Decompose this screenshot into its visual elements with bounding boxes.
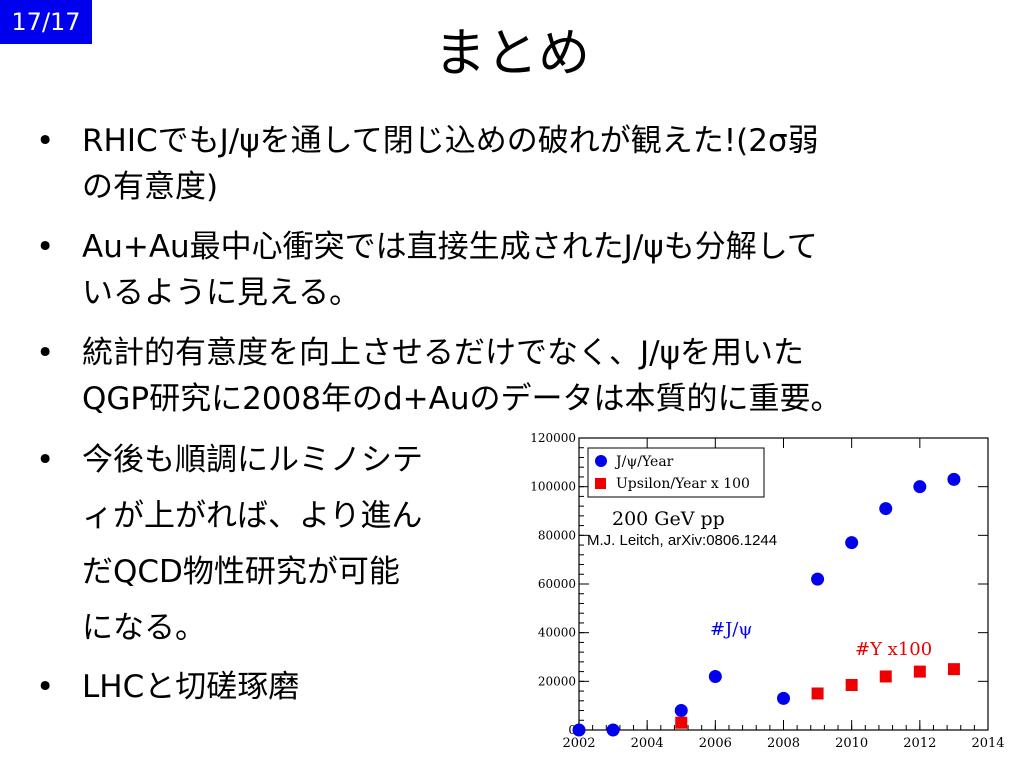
y-tick-label: 120000 — [530, 431, 576, 445]
bullet-text-line: 統計的有意度を向上させるだけでなく、J/ψを用いた — [82, 335, 805, 371]
jpsi-data-point — [674, 704, 688, 718]
bullet-marker: • — [36, 442, 55, 478]
upsilon-data-point — [913, 665, 926, 678]
y-tick-label: 40000 — [538, 626, 576, 640]
bullet-text-line: RHICでもJ/ψを通して閉じ込めの破れが観えた!(2σ弱 — [82, 123, 819, 159]
y-tick-label: 20000 — [538, 674, 576, 688]
x-tick-label: 2008 — [767, 736, 800, 751]
jpsi-data-point — [811, 572, 825, 586]
legend-box — [587, 447, 765, 498]
legend-upsilon-label: Upsilon/Year x 100 — [616, 476, 750, 492]
legend-upsilon-marker — [595, 478, 606, 489]
upsilon-data-point — [811, 687, 824, 700]
x-tick-label: 2014 — [971, 736, 1004, 751]
upsilon-data-point — [675, 716, 688, 729]
jpsi-data-point — [913, 480, 927, 494]
yield-chart: 2002 2004 2006 2008 2010 2012 2014 0 20000 40000 6… — [500, 425, 1020, 768]
y-tick-label: 60000 — [538, 577, 576, 591]
y-tick-label: 0 — [568, 723, 576, 737]
bullet-text-line: LHCと切磋琢磨 — [82, 669, 300, 705]
bullet-marker: • — [36, 669, 55, 705]
legend-jpsi-marker — [595, 455, 607, 467]
x-tick-label: 2010 — [835, 736, 868, 751]
jpsi-data-point — [879, 502, 893, 516]
legend-jpsi-label: J/ψ/Year — [614, 454, 674, 470]
energy-annotation: 200 GeV pp — [612, 508, 725, 530]
slide-title: まとめ — [433, 24, 590, 84]
upsilon-data-point — [947, 663, 960, 676]
bullet-marker: • — [36, 229, 55, 265]
jpsi-annotation: #J/ψ — [710, 619, 752, 640]
x-tick-label: 2012 — [903, 736, 936, 751]
jpsi-data-point — [572, 723, 586, 737]
bullet-text-line: だQCD物性研究が可能 — [82, 554, 400, 590]
x-tick-label: 2006 — [699, 736, 732, 751]
bullet-text-line: の有意度) — [82, 169, 219, 205]
y-tick-label: 80000 — [538, 528, 576, 542]
bullet-text-line: になる。 — [82, 610, 206, 646]
bullet-marker: • — [36, 335, 55, 371]
x-tick-label: 2004 — [631, 736, 664, 751]
jpsi-data-point — [777, 691, 790, 705]
bullet-text-line: QGP研究に2008年のd+Auのデータは本質的に重要。 — [82, 381, 842, 417]
bullet-text-line: 今後も順調にルミノシテ — [82, 442, 423, 478]
jpsi-data-point — [947, 472, 961, 486]
bullet-text-line: Au+Au最中心衝突では直接生成されたJ/ψも分解して — [82, 229, 818, 265]
jpsi-data-point — [845, 536, 859, 550]
bullet-text-line: いるように見える。 — [82, 275, 361, 311]
jpsi-data-point — [708, 669, 722, 683]
page-number-badge: 17/17 — [0, 0, 92, 44]
y-tick-label: 100000 — [530, 480, 576, 494]
upsilon-data-point — [879, 670, 892, 683]
x-tick-label: 2002 — [562, 736, 595, 751]
upsilon-data-point — [845, 678, 858, 691]
jpsi-data-point — [606, 723, 620, 737]
chart-svg: 2002 2004 2006 2008 2010 2012 2014 0 20000 40000 6… — [530, 431, 1004, 751]
bullet-marker: • — [36, 123, 55, 159]
bullet-text-line: ィが上がれば、より進ん — [82, 498, 423, 534]
citation-annotation: M.J. Leitch, arXiv:0806.1244 — [587, 532, 777, 549]
upsilon-annotation: #Y x100 — [855, 639, 932, 660]
